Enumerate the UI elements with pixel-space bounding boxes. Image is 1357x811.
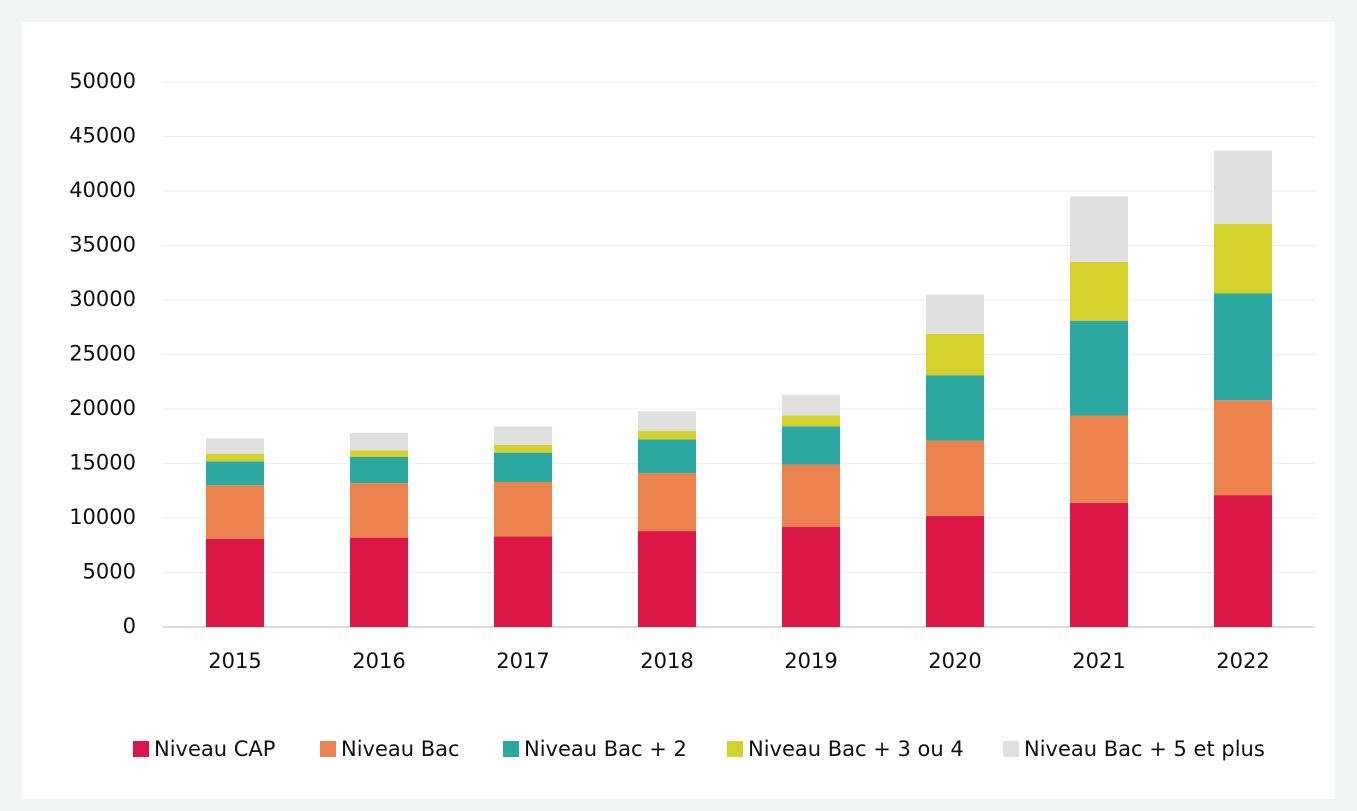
- legend-swatch: [320, 741, 336, 757]
- bar-segment: [350, 537, 408, 627]
- bar-segment: [638, 439, 696, 474]
- bar-segment: [1070, 415, 1128, 503]
- bar-segment: [782, 464, 840, 527]
- bar-segment: [926, 333, 984, 376]
- x-tick-label: 2019: [784, 649, 837, 673]
- bar-segment: [1070, 320, 1128, 416]
- y-tick-label: 30000: [69, 287, 136, 311]
- bar-segment: [350, 450, 408, 457]
- bar-segment: [1214, 400, 1272, 496]
- legend-label: Niveau Bac + 5 et plus: [1024, 737, 1265, 761]
- bar-segment: [1070, 502, 1128, 627]
- x-tick-label: 2020: [928, 649, 981, 673]
- bar-segment: [638, 411, 696, 431]
- x-tick-label: 2017: [496, 649, 549, 673]
- x-tick-label: 2016: [352, 649, 405, 673]
- bar-segment: [782, 415, 840, 427]
- bar-segment: [1214, 293, 1272, 401]
- x-tick-label: 2015: [208, 649, 261, 673]
- x-tick-label: 2018: [640, 649, 693, 673]
- bar-segment: [206, 538, 264, 627]
- legend-swatch: [503, 741, 519, 757]
- bar-segment: [1214, 223, 1272, 294]
- legend-swatch: [727, 741, 743, 757]
- bar-segment: [1070, 196, 1128, 262]
- bar-segment: [206, 485, 264, 539]
- bar-segment: [350, 483, 408, 538]
- bar-segment: [494, 426, 552, 445]
- bar-segment: [638, 531, 696, 627]
- legend-label: Niveau Bac + 2: [524, 737, 687, 761]
- bar-segment: [782, 394, 840, 416]
- y-tick-label: 20000: [69, 396, 136, 420]
- bar-segment: [926, 375, 984, 441]
- bar-segment: [1214, 495, 1272, 627]
- bar-segment: [350, 432, 408, 451]
- bar-segment: [782, 526, 840, 627]
- y-tick-label: 40000: [69, 178, 136, 202]
- y-tick-label: 15000: [69, 451, 136, 475]
- bar-segment: [206, 438, 264, 454]
- legend-swatch: [133, 741, 149, 757]
- y-tick-label: 35000: [69, 233, 136, 257]
- y-tick-label: 10000: [69, 505, 136, 529]
- bar-segment: [494, 452, 552, 483]
- card: [22, 22, 1335, 799]
- y-tick-label: 45000: [69, 124, 136, 148]
- bar-segment: [206, 453, 264, 462]
- y-tick-label: 50000: [69, 69, 136, 93]
- bar-segment: [1070, 261, 1128, 321]
- bar-segment: [926, 515, 984, 627]
- bar-segment: [926, 440, 984, 516]
- bar-segment: [782, 426, 840, 465]
- bar-segment: [206, 461, 264, 486]
- legend-label: Niveau CAP: [154, 737, 275, 761]
- bar-segment: [1214, 150, 1272, 224]
- y-tick-label: 0: [123, 614, 136, 638]
- bar-segment: [638, 430, 696, 440]
- legend-swatch: [1003, 741, 1019, 757]
- legend-label: Niveau Bac: [341, 737, 460, 761]
- y-tick-label: 5000: [83, 560, 136, 584]
- bar-segment: [638, 473, 696, 532]
- legend-label: Niveau Bac + 3 ou 4: [748, 737, 964, 761]
- bar-segment: [494, 536, 552, 627]
- y-tick-label: 25000: [69, 342, 136, 366]
- x-tick-label: 2021: [1072, 649, 1125, 673]
- bar-segment: [494, 444, 552, 453]
- bar-segment: [926, 294, 984, 334]
- bar-segment: [350, 456, 408, 484]
- x-tick-label: 2022: [1216, 649, 1269, 673]
- bar-segment: [494, 482, 552, 537]
